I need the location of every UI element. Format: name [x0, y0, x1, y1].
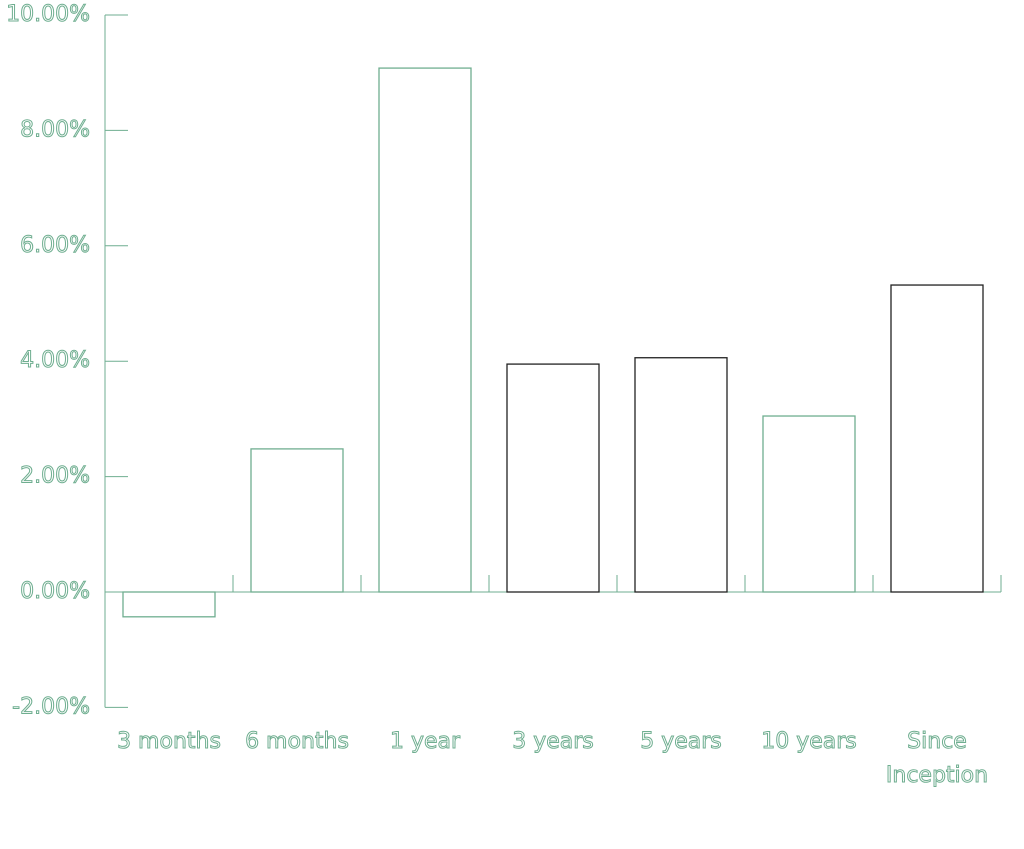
y-tick-label: 6.00% [20, 233, 90, 258]
bar [890, 284, 984, 593]
y-tick-label: 2.00% [20, 464, 90, 489]
x-tick-label: Since Inception [885, 729, 989, 789]
x-tick-label: 1 year [389, 729, 461, 755]
x-tick-label: 6 months [245, 729, 350, 755]
bar [506, 363, 600, 593]
bar [634, 357, 728, 593]
x-tick-label: 3 years [512, 729, 595, 755]
y-tick-label: 0.00% [20, 579, 90, 604]
x-tick-label: 3 months [117, 729, 222, 755]
bar [122, 591, 216, 618]
x-tick-label: 5 years [640, 729, 723, 755]
bar [250, 448, 344, 593]
y-tick-label: 10.00% [6, 2, 90, 27]
bar [762, 415, 856, 593]
bar [378, 67, 472, 593]
y-tick-label: 4.00% [20, 348, 90, 373]
y-tick-label: -2.00% [12, 694, 90, 719]
x-tick-label: 10 years [761, 729, 858, 755]
y-tick-label: 8.00% [20, 117, 90, 142]
